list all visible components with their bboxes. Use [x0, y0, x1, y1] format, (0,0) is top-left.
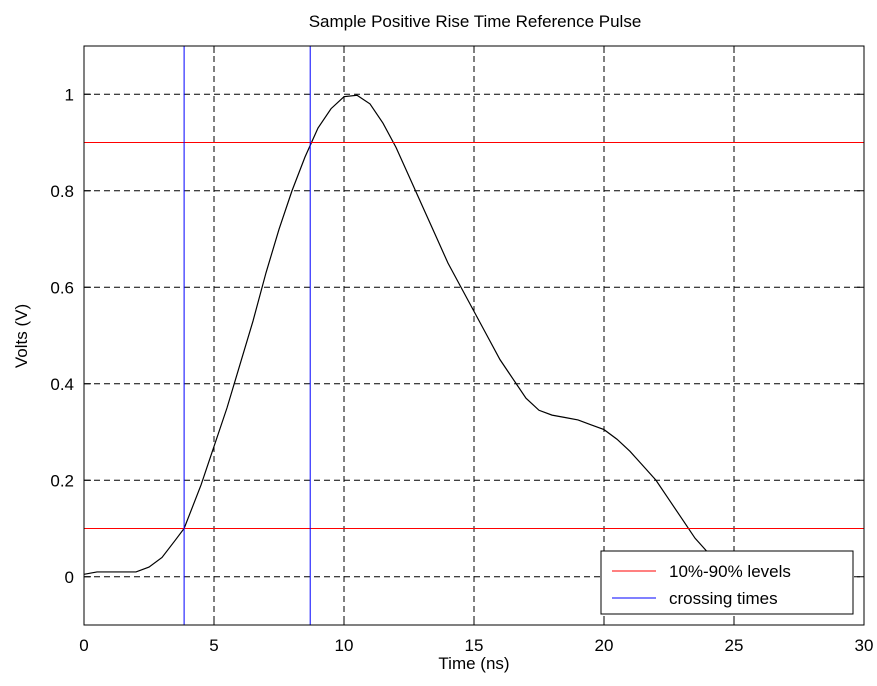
x-tick-label: 30	[855, 636, 874, 655]
x-tick-label: 10	[335, 636, 354, 655]
x-tick-label: 25	[725, 636, 744, 655]
series-pulse-line	[83, 94, 722, 575]
chart-title: Sample Positive Rise Time Reference Puls…	[309, 12, 642, 31]
series	[83, 46, 864, 625]
x-tick-labels: 0 5 10 15 20 25 30	[79, 636, 873, 655]
axes-frame	[83, 45, 865, 626]
legend-label-levels: 10%-90% levels	[669, 562, 791, 581]
x-tick-label: 20	[595, 636, 614, 655]
plot-area	[83, 45, 865, 626]
x-tick-label: 5	[209, 636, 218, 655]
legend: 10%-90% levels crossing times	[600, 550, 854, 615]
y-tick-label: 0	[65, 568, 74, 587]
legend-box	[600, 550, 854, 615]
legend-label-crossings: crossing times	[669, 589, 778, 608]
y-tick-label: 0.6	[50, 278, 74, 297]
y-tick-label: 0.8	[50, 182, 74, 201]
y-axis-label: Volts (V)	[12, 304, 31, 368]
y-tick-label: 0.2	[50, 471, 74, 490]
x-tick-label: 15	[465, 636, 484, 655]
x-axis-label: Time (ns)	[438, 654, 509, 673]
y-tick-label: 1	[65, 85, 74, 104]
y-tick-labels: 0 0.2 0.4 0.6 0.8 1	[50, 85, 74, 587]
y-tick-label: 0.4	[50, 375, 74, 394]
x-tick-label: 0	[79, 636, 88, 655]
